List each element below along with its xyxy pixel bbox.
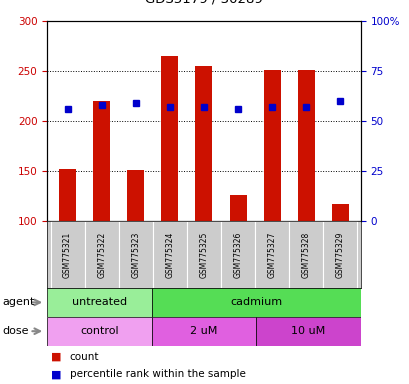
Bar xyxy=(93,101,110,221)
Bar xyxy=(153,221,187,288)
Text: GDS5179 / 30289: GDS5179 / 30289 xyxy=(145,0,262,6)
Text: ■: ■ xyxy=(51,352,62,362)
Text: GSM775321: GSM775321 xyxy=(63,231,72,278)
Bar xyxy=(59,169,76,221)
Text: GSM775325: GSM775325 xyxy=(199,231,208,278)
Bar xyxy=(151,288,360,317)
Bar xyxy=(220,221,254,288)
Text: untreated: untreated xyxy=(72,297,127,308)
Text: GSM775329: GSM775329 xyxy=(335,231,344,278)
Bar xyxy=(297,70,314,221)
Text: GSM775323: GSM775323 xyxy=(131,231,140,278)
Text: count: count xyxy=(70,352,99,362)
Bar xyxy=(323,221,357,288)
Text: 2 uM: 2 uM xyxy=(190,326,217,336)
Bar xyxy=(263,70,280,221)
Text: dose: dose xyxy=(2,326,29,336)
Bar xyxy=(254,221,288,288)
Bar xyxy=(187,221,220,288)
Bar xyxy=(127,170,144,221)
Bar xyxy=(256,317,360,346)
Text: GSM775324: GSM775324 xyxy=(165,231,174,278)
Bar xyxy=(119,221,153,288)
Text: GSM775328: GSM775328 xyxy=(301,231,310,278)
Text: 10 uM: 10 uM xyxy=(291,326,325,336)
Text: agent: agent xyxy=(2,297,34,308)
Bar xyxy=(229,195,246,221)
Text: cadmium: cadmium xyxy=(229,297,282,308)
Bar xyxy=(151,317,256,346)
Text: percentile rank within the sample: percentile rank within the sample xyxy=(70,369,245,379)
Bar xyxy=(50,221,84,288)
Text: GSM775326: GSM775326 xyxy=(233,231,242,278)
Bar xyxy=(47,288,151,317)
Bar xyxy=(331,204,348,221)
Bar xyxy=(288,221,323,288)
Bar xyxy=(47,317,151,346)
Text: ■: ■ xyxy=(51,369,62,379)
Bar xyxy=(195,66,212,221)
Bar xyxy=(161,56,178,221)
Text: control: control xyxy=(80,326,119,336)
Text: GSM775327: GSM775327 xyxy=(267,231,276,278)
Bar xyxy=(84,221,119,288)
Text: GSM775322: GSM775322 xyxy=(97,231,106,278)
